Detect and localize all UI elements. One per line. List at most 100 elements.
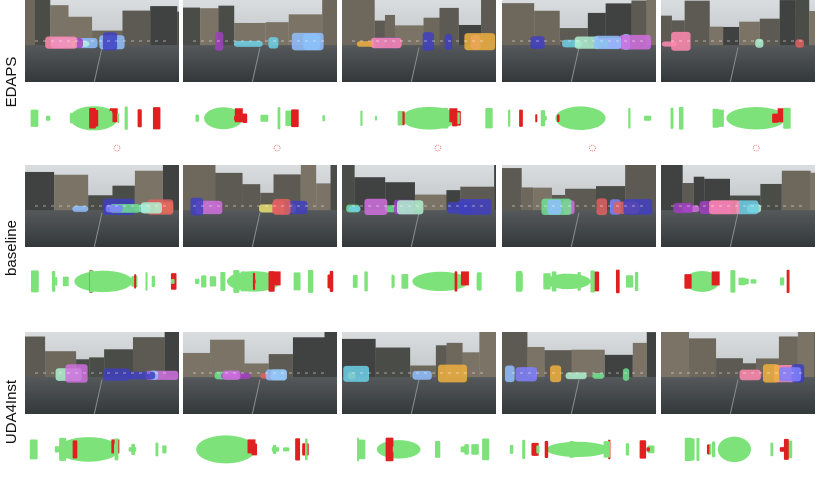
- building: [716, 358, 743, 378]
- mask-panel: [502, 252, 656, 322]
- small-instance: [434, 144, 442, 152]
- segment: [357, 439, 366, 460]
- segment: [54, 446, 59, 453]
- segment: [639, 440, 647, 459]
- building: [342, 165, 355, 211]
- photo-panel: [661, 332, 815, 414]
- segment: [750, 279, 757, 284]
- segment: [464, 444, 469, 455]
- instance-mask: [795, 39, 804, 48]
- instance-mask: [709, 200, 740, 215]
- road: [661, 377, 815, 414]
- segment: [117, 113, 120, 124]
- photo-panel: [183, 0, 337, 82]
- segment: [230, 444, 236, 455]
- segment: [109, 112, 113, 125]
- segment: [59, 437, 67, 461]
- segment: [551, 271, 557, 292]
- row-label: baseline: [3, 220, 20, 276]
- building: [122, 10, 151, 46]
- building: [646, 0, 656, 47]
- instance-mask: [268, 37, 279, 49]
- segment: [730, 270, 736, 293]
- segment: [770, 442, 774, 457]
- segment: [251, 443, 258, 456]
- photo: [183, 165, 337, 247]
- segment: [282, 447, 290, 452]
- lane: [410, 47, 420, 82]
- segment: [305, 438, 308, 461]
- small-instance: [589, 144, 596, 152]
- segment: [170, 278, 175, 284]
- instance-mask: [547, 199, 562, 215]
- segment: [196, 435, 256, 464]
- building: [814, 332, 815, 378]
- building: [374, 20, 385, 46]
- segment: [569, 440, 575, 458]
- segment: [374, 115, 377, 121]
- building: [292, 337, 325, 378]
- segment: [72, 440, 78, 459]
- building: [682, 183, 694, 211]
- instance-mask: [222, 370, 241, 380]
- segment: [684, 437, 693, 462]
- segment: [162, 445, 167, 454]
- photo-panel: [502, 0, 656, 82]
- segment: [540, 110, 546, 127]
- segment: [293, 272, 301, 291]
- mask-panel: [25, 420, 179, 490]
- segment: [482, 438, 490, 461]
- segment: [322, 115, 325, 122]
- segment: [783, 107, 791, 129]
- segment: [691, 438, 695, 461]
- mask-panel: [661, 420, 815, 490]
- mask-panel: [661, 252, 815, 322]
- road: [183, 377, 337, 414]
- photo-panel: [661, 0, 815, 82]
- segment: [155, 442, 159, 457]
- photo: [342, 165, 496, 247]
- segment: [522, 439, 526, 460]
- lane: [570, 379, 580, 414]
- segment: [615, 269, 620, 294]
- instance-mask: [215, 31, 224, 51]
- segment: [364, 271, 368, 292]
- segment: [508, 109, 511, 127]
- road: [342, 377, 496, 414]
- building: [150, 6, 178, 46]
- photo-panel: [502, 332, 656, 414]
- building: [375, 347, 411, 378]
- instance-mask: [444, 34, 453, 50]
- building: [502, 3, 535, 47]
- lane: [729, 379, 739, 414]
- instance-mask: [364, 198, 388, 215]
- segment: [754, 111, 757, 126]
- road: [661, 210, 815, 247]
- building: [89, 357, 105, 378]
- instance-mask: [348, 206, 361, 212]
- instance-mask: [593, 35, 622, 50]
- building: [300, 165, 317, 211]
- segment: [113, 443, 116, 456]
- instance-mask: [233, 40, 263, 47]
- building: [661, 165, 683, 211]
- segment: [233, 269, 240, 293]
- segment: [277, 107, 281, 130]
- segment: [452, 110, 458, 127]
- segment: [100, 447, 103, 452]
- segment: [577, 271, 581, 291]
- segment: [201, 275, 207, 288]
- instance-mask: [127, 371, 156, 380]
- mask-bg: [183, 88, 337, 160]
- segment: [625, 443, 630, 456]
- segment: [145, 272, 148, 291]
- segment: [717, 109, 724, 127]
- photo: [502, 332, 656, 414]
- building: [631, 0, 647, 46]
- building: [646, 332, 656, 378]
- instance-mask: [763, 364, 780, 383]
- instance-mask: [755, 38, 764, 48]
- building: [759, 18, 780, 46]
- row-label: EDAPS: [3, 57, 20, 108]
